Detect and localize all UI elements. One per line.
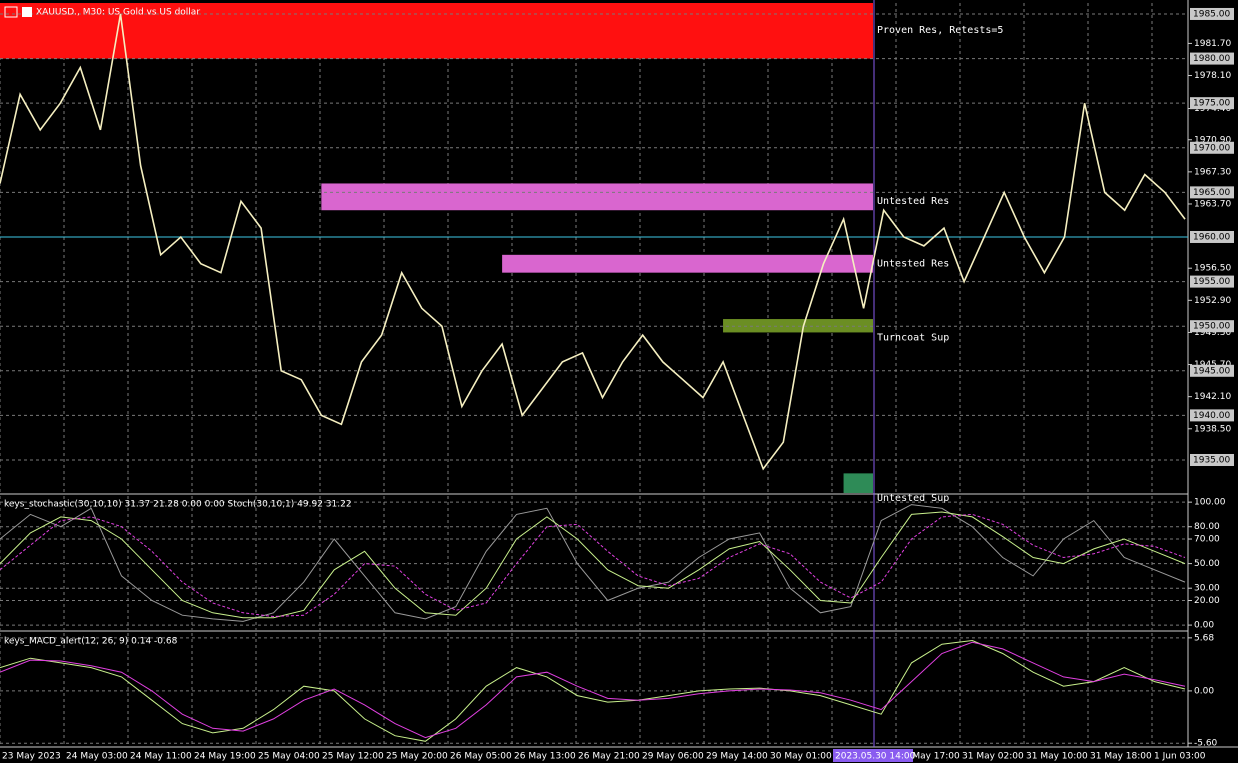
x-tick-label: 25 May 20:00 [386, 752, 448, 762]
x-tick-label: 26 May 05:00 [450, 752, 512, 762]
y-tick-label: 1938.50 [1194, 424, 1231, 434]
x-tick-label: 25 May 04:00 [258, 752, 320, 762]
level-box [1190, 230, 1234, 243]
zone-label: Untested Sup [877, 493, 949, 504]
cursor-time: 2023.05.30 14:00 [835, 752, 916, 762]
y-tick-label: 80.00 [1194, 522, 1220, 532]
y-tick-label: 1963.70 [1194, 199, 1231, 209]
sr-zone [321, 183, 873, 211]
panel-title: XAUUSD., M30: US Gold vs US dollar [36, 8, 200, 18]
menu-icon [22, 7, 32, 17]
y-tick-label: 0.00 [1194, 621, 1214, 631]
level-label: 1965.00 [1193, 188, 1230, 198]
level-box [1190, 97, 1234, 110]
panel-title: keys_stochastic(30,10,10) 31.37 21.28 0.… [4, 500, 352, 510]
x-tick-label: 29 May 14:00 [706, 752, 768, 762]
level-box [1190, 52, 1234, 65]
level-label: 1970.00 [1193, 143, 1230, 153]
sr-zone [0, 3, 873, 59]
cursor-time-box [833, 749, 913, 762]
series-line [0, 13, 1186, 471]
y-tick-label: 1981.70 [1194, 39, 1231, 49]
series-line [0, 513, 1186, 618]
y-tick-label: 5.68 [1194, 633, 1214, 643]
x-tick-label: 24 May 03:00 [66, 752, 128, 762]
level-label: 1940.00 [1193, 411, 1230, 421]
level-box [1190, 275, 1234, 288]
zone-label: Proven Res, Retests=5 [877, 25, 1003, 36]
level-box [1190, 453, 1234, 466]
x-tick-label: 26 May 13:00 [514, 752, 576, 762]
y-tick-label: 100.00 [1194, 498, 1226, 508]
y-tick-label: 50.00 [1194, 559, 1220, 569]
menu-icon [4, 6, 18, 18]
x-tick-label: 1 Jun 03:00 [1154, 752, 1206, 762]
x-tick-label: 25 May 12:00 [322, 752, 384, 762]
x-tick-label: 30 May 01:00 [770, 752, 832, 762]
zone-label: Turncoat Sup [877, 332, 949, 343]
y-tick-label: 1942.10 [1194, 392, 1231, 402]
level-box [1190, 7, 1234, 20]
y-tick-label: -5.60 [1194, 739, 1218, 749]
level-label: 1980.00 [1193, 54, 1230, 64]
zone-label: Untested Res [877, 196, 949, 207]
series-line [0, 511, 1186, 619]
y-tick-label: 1952.90 [1194, 296, 1231, 306]
level-box [1190, 186, 1234, 199]
level-label: 1985.00 [1193, 9, 1230, 19]
y-tick-label: 30.00 [1194, 584, 1220, 594]
y-tick-label: 1956.50 [1194, 264, 1231, 274]
series-line [0, 639, 1186, 742]
x-tick-label: 31 May 18:00 [1090, 752, 1152, 762]
panel-title: keys_MACD_alert(12, 26, 9) 0.14 -0.68 [4, 637, 178, 647]
y-tick-label: 1970.90 [1194, 135, 1231, 145]
level-box [1190, 409, 1234, 422]
y-tick-label: 70.00 [1194, 535, 1220, 545]
level-label: 1960.00 [1193, 232, 1230, 242]
level-box [1190, 141, 1234, 154]
x-tick-label: 26 May 21:00 [578, 752, 640, 762]
x-tick-label: 31 May 10:00 [1026, 752, 1088, 762]
zone-label: Untested Res [877, 259, 949, 270]
series-line [0, 504, 1186, 622]
x-tick-label: 29 May 06:00 [642, 752, 704, 762]
y-tick-label: 1978.10 [1194, 71, 1231, 81]
x-tick-label: 23 May 2023 [2, 752, 61, 762]
level-label: 1945.00 [1193, 366, 1230, 376]
x-tick-label: 24 May 19:00 [194, 752, 256, 762]
series-line [0, 641, 1186, 739]
y-tick-label: 1949.30 [1194, 328, 1231, 338]
x-tick-label: 31 May 02:00 [962, 752, 1024, 762]
level-label: 1975.00 [1193, 99, 1230, 109]
level-box [1190, 364, 1234, 377]
level-label: 1935.00 [1193, 455, 1230, 465]
x-tick-label: 24 May 11:00 [130, 752, 192, 762]
x-tick-label: 30 May 17:00 [898, 752, 960, 762]
sr-zone [843, 473, 873, 493]
y-tick-label: 0.00 [1194, 686, 1214, 696]
level-label: 1955.00 [1193, 277, 1230, 287]
y-tick-label: 1967.30 [1194, 167, 1231, 177]
level-label: 1950.00 [1193, 322, 1230, 332]
y-tick-label: 20.00 [1194, 596, 1220, 606]
sr-zone [502, 254, 873, 273]
level-box [1190, 320, 1234, 333]
